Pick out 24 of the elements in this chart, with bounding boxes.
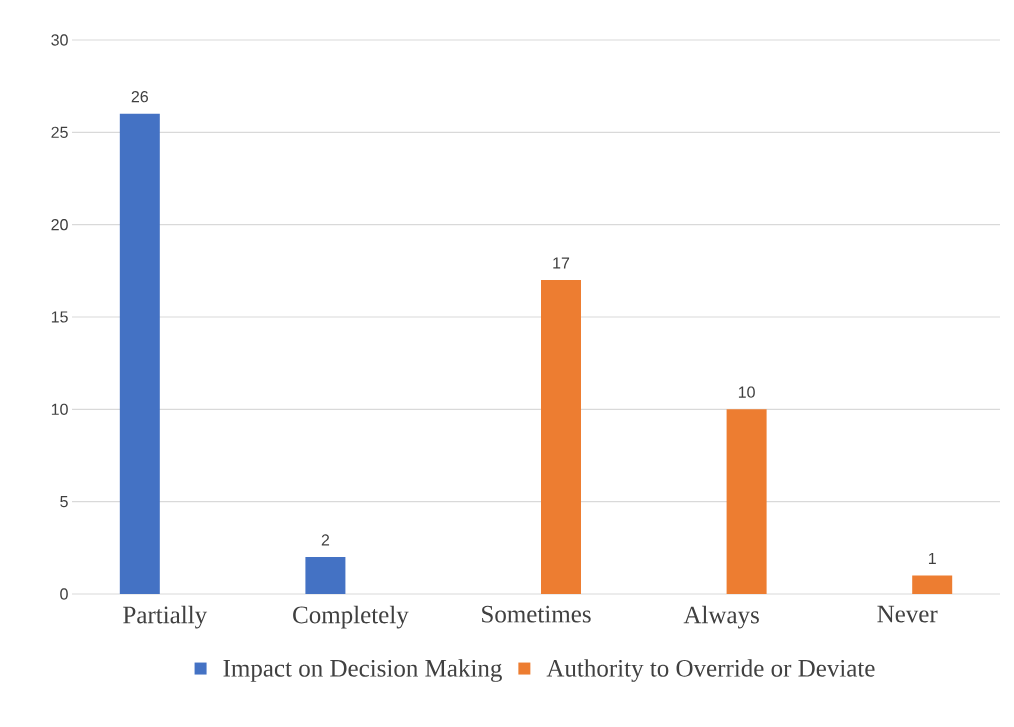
- bar: [726, 409, 767, 594]
- data-label: 26: [131, 91, 148, 103]
- x-tick-label: Always: [683, 605, 759, 629]
- data-label: 2: [321, 534, 330, 546]
- y-tick-label: 25: [51, 126, 68, 138]
- x-tick-label: Completely: [293, 605, 409, 629]
- bar: [305, 557, 346, 594]
- bar: [119, 113, 160, 594]
- x-tick-label: Sometimes: [482, 605, 591, 623]
- y-tick-label: 30: [51, 34, 68, 46]
- data-label: 1: [928, 552, 936, 564]
- x-tick-label: Never: [877, 605, 938, 623]
- bar: [912, 575, 953, 594]
- x-tick-label: Partially: [123, 605, 208, 629]
- bar: [541, 280, 581, 594]
- data-label: 17: [553, 257, 570, 269]
- data-label: 10: [738, 386, 755, 398]
- y-tick-label: 10: [51, 403, 68, 415]
- y-tick-label: 20: [51, 219, 68, 231]
- legend-label: Authority to Override or Deviate: [546, 659, 875, 682]
- legend-label: Impact on Decision Making: [223, 659, 502, 682]
- y-tick-label: 5: [60, 496, 68, 508]
- y-tick-label: 15: [51, 311, 68, 323]
- y-tick-label: 0: [60, 588, 68, 600]
